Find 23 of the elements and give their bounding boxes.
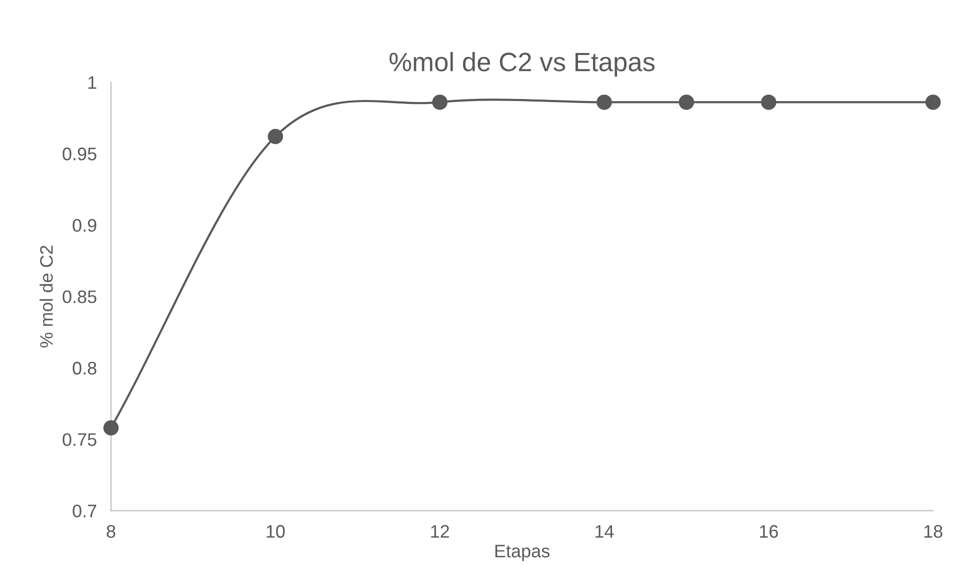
- point: [432, 94, 448, 110]
- x-tick-label: 16: [760, 525, 778, 538]
- x-tick-label: 18: [924, 525, 942, 538]
- point: [761, 94, 776, 110]
- x-axis-title: Etapas: [495, 544, 550, 562]
- x-tick-label: 14: [596, 525, 614, 538]
- y-tick-label: 0.85: [62, 290, 96, 304]
- y-tick-label: 0.75: [62, 433, 96, 446]
- y-tick-label: 0.95: [62, 148, 96, 160]
- x-tick-label: 10: [266, 525, 285, 538]
- y-tick-label: 1: [88, 76, 96, 89]
- y-tick-label: 0.7: [72, 504, 96, 518]
- point: [678, 94, 694, 110]
- point: [268, 128, 284, 144]
- point: [103, 420, 119, 436]
- y-axis-title: % mol de C2: [40, 246, 53, 348]
- x-tick-label: 12: [431, 525, 449, 538]
- point: [925, 94, 941, 110]
- y-tick-label: 0.8: [72, 362, 96, 375]
- y-tick-label: 0.9: [72, 218, 96, 232]
- x-tick-label: 8: [106, 525, 116, 538]
- chart-title: %mol de C2 vs Etapas: [390, 52, 655, 77]
- point: [596, 94, 612, 110]
